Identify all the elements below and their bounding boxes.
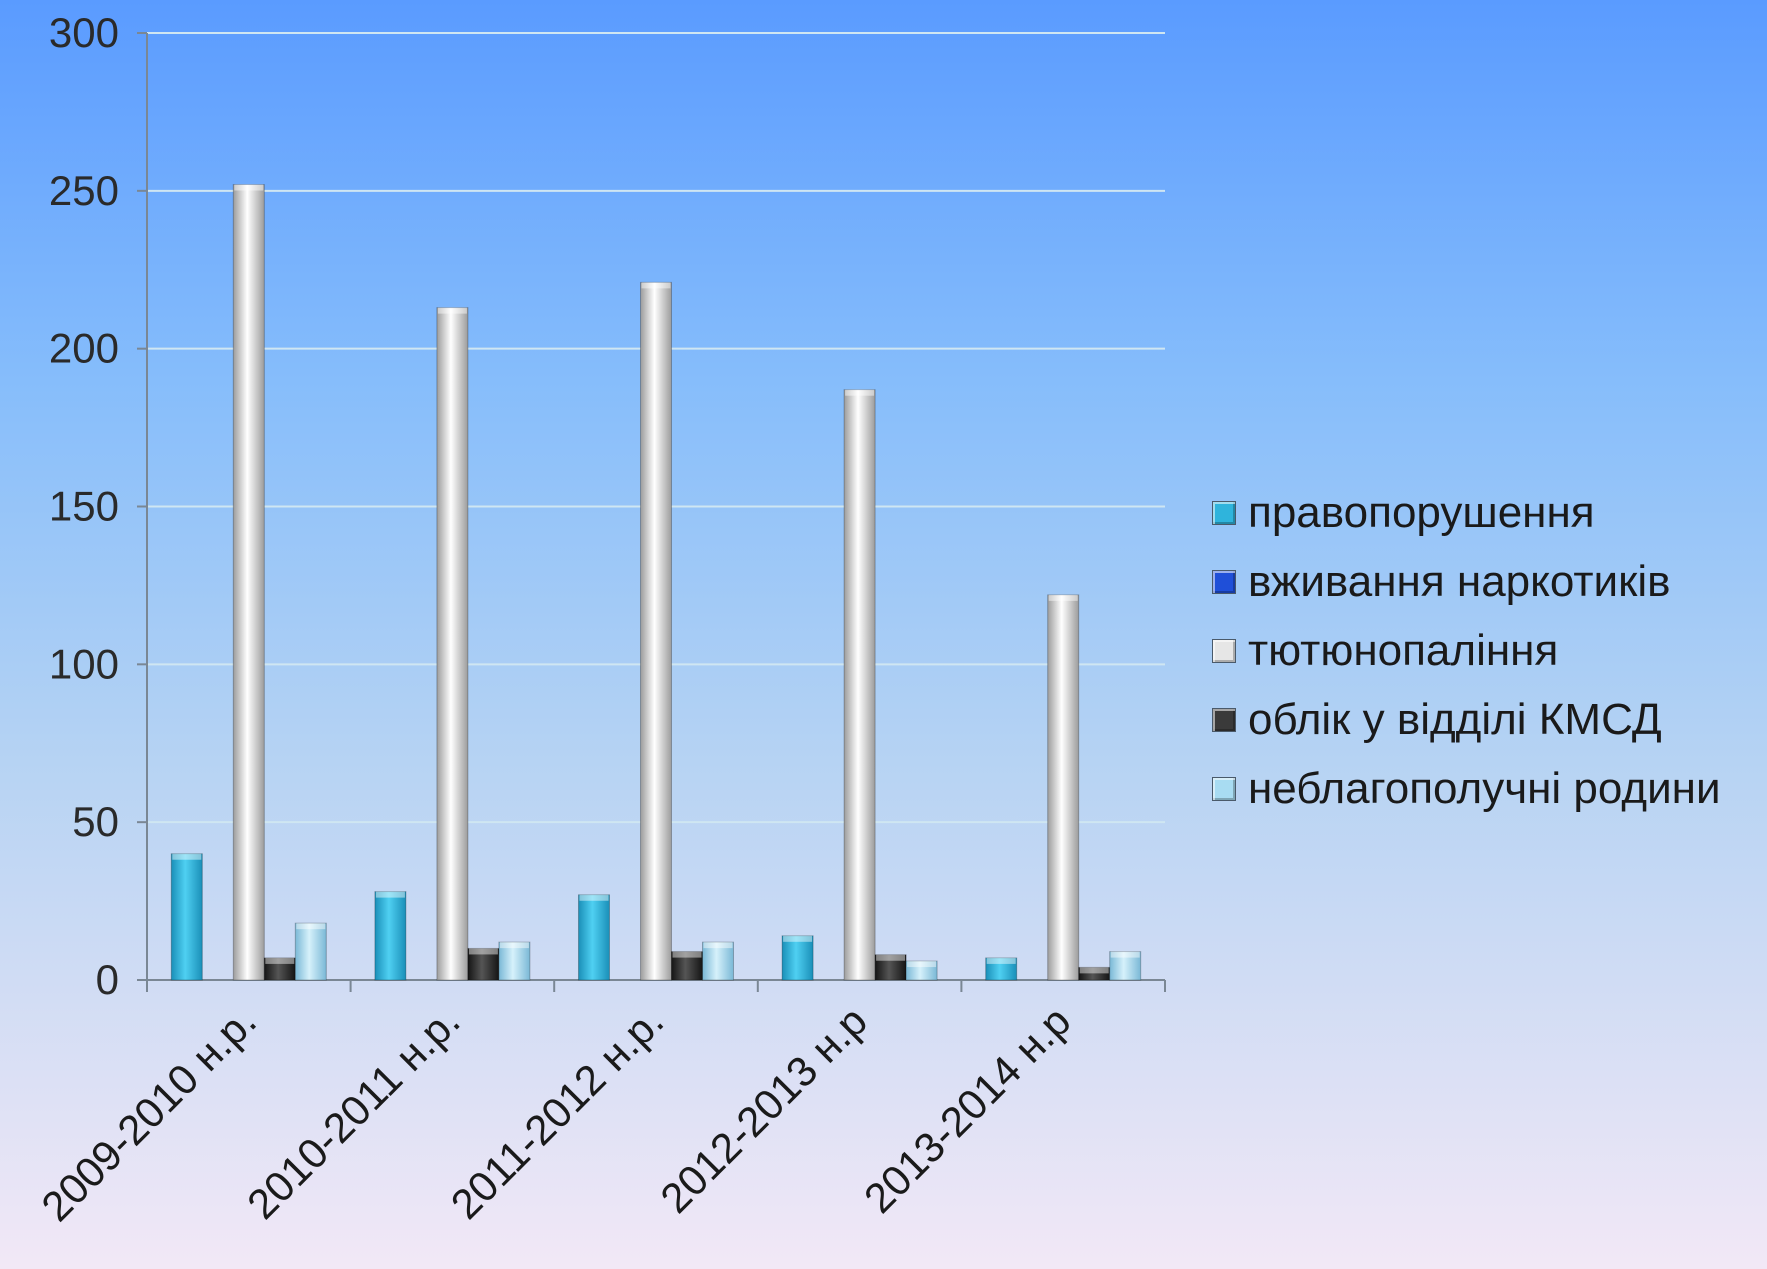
y-tick-label: 200	[49, 325, 119, 372]
bar-правопорушення-0	[170, 853, 203, 981]
legend-label: облік у відділі КМСД	[1248, 694, 1662, 744]
x-tick-label: 2011-2012 н.р.	[442, 997, 673, 1228]
bar-top-bevel	[1079, 967, 1109, 974]
bar-top-bevel	[296, 923, 326, 930]
y-tick-label: 100	[49, 640, 119, 687]
bar-top-bevel	[437, 307, 467, 314]
bar-top-bevel	[845, 389, 875, 396]
legend-label: неблагополучні родини	[1248, 763, 1721, 813]
bar-облік-у-відділі-КМСД-3	[874, 954, 907, 981]
y-tick-label: 0	[96, 956, 119, 1003]
bar-облік-у-відділі-КМСД-2	[671, 951, 703, 981]
bar-правопорушення-1	[374, 891, 407, 981]
bar-правопорушення-3	[781, 935, 814, 981]
bar-top-bevel	[1110, 951, 1140, 958]
legend-swatch	[1212, 776, 1236, 801]
bar-top-bevel	[468, 948, 498, 955]
legend-item: неблагополучні родини	[1212, 754, 1721, 823]
y-tick-label: 250	[49, 167, 119, 214]
legend-label: правопорушення	[1248, 487, 1595, 537]
bar-top-bevel	[703, 942, 733, 949]
bar-тютюнопаління-1	[436, 307, 469, 981]
legend-label: вживання наркотиків	[1248, 556, 1671, 606]
bar-неблагополучні-родини-0	[294, 922, 327, 981]
bar-тютюнопаління-2	[640, 281, 672, 981]
bar-top-bevel	[172, 853, 202, 860]
bar-тютюнопаління-0	[232, 184, 265, 981]
x-tick-label: 2010-2011 н.р.	[238, 997, 469, 1228]
bar-top-bevel	[234, 184, 264, 191]
bar-облік-у-відділі-КМСД-1	[467, 947, 500, 981]
legend: правопорушення вживання наркотиків тютюноп…	[1212, 478, 1721, 823]
bars	[170, 184, 1142, 981]
bar-top-bevel	[375, 891, 405, 898]
bar-top-bevel	[1048, 594, 1078, 601]
x-tick-label: 2013-2014 н.р	[855, 997, 1080, 1222]
bar-неблагополучні-родини-4	[1109, 951, 1142, 981]
legend-item: облік у відділі КМСД	[1212, 685, 1721, 754]
legend-item: правопорушення	[1212, 478, 1721, 547]
legend-swatch	[1212, 500, 1236, 525]
legend-item: тютюнопаління	[1212, 616, 1721, 685]
bar-top-bevel	[783, 935, 813, 942]
bar-top-bevel	[876, 954, 906, 961]
bar-правопорушення-4	[985, 957, 1018, 981]
y-tick-label: 150	[49, 483, 119, 530]
bar-top-bevel	[907, 961, 937, 968]
bar-тютюнопаління-4	[1047, 594, 1080, 981]
bar-неблагополучні-родини-1	[498, 941, 531, 981]
legend-swatch	[1212, 569, 1236, 594]
bar-top-bevel	[986, 957, 1016, 964]
bar-top-bevel	[672, 951, 702, 958]
y-tick-label: 50	[72, 798, 119, 845]
bar-правопорушення-2	[578, 894, 610, 981]
bar-top-bevel	[641, 282, 671, 289]
bar-top-bevel	[579, 894, 609, 901]
bar-top-bevel	[499, 942, 529, 949]
bar-неблагополучні-родини-2	[702, 941, 734, 981]
bar-top-bevel	[265, 957, 295, 964]
legend-swatch	[1212, 638, 1236, 663]
bar-тютюнопаління-3	[843, 389, 876, 981]
bar-неблагополучні-родини-3	[905, 960, 938, 981]
x-tick-label: 2012-2013 н.р	[651, 997, 876, 1222]
legend-swatch	[1212, 707, 1236, 732]
tick-labels: 0 50 100 150 200 250 300 2009-2010 н.р.2010-201…	[32, 9, 1079, 1230]
legend-label: тютюнопаління	[1248, 625, 1559, 675]
x-tick-label: 2009-2010 н.р.	[32, 997, 265, 1230]
y-tick-label: 300	[49, 9, 119, 56]
legend-item: вживання наркотиків	[1212, 547, 1721, 616]
